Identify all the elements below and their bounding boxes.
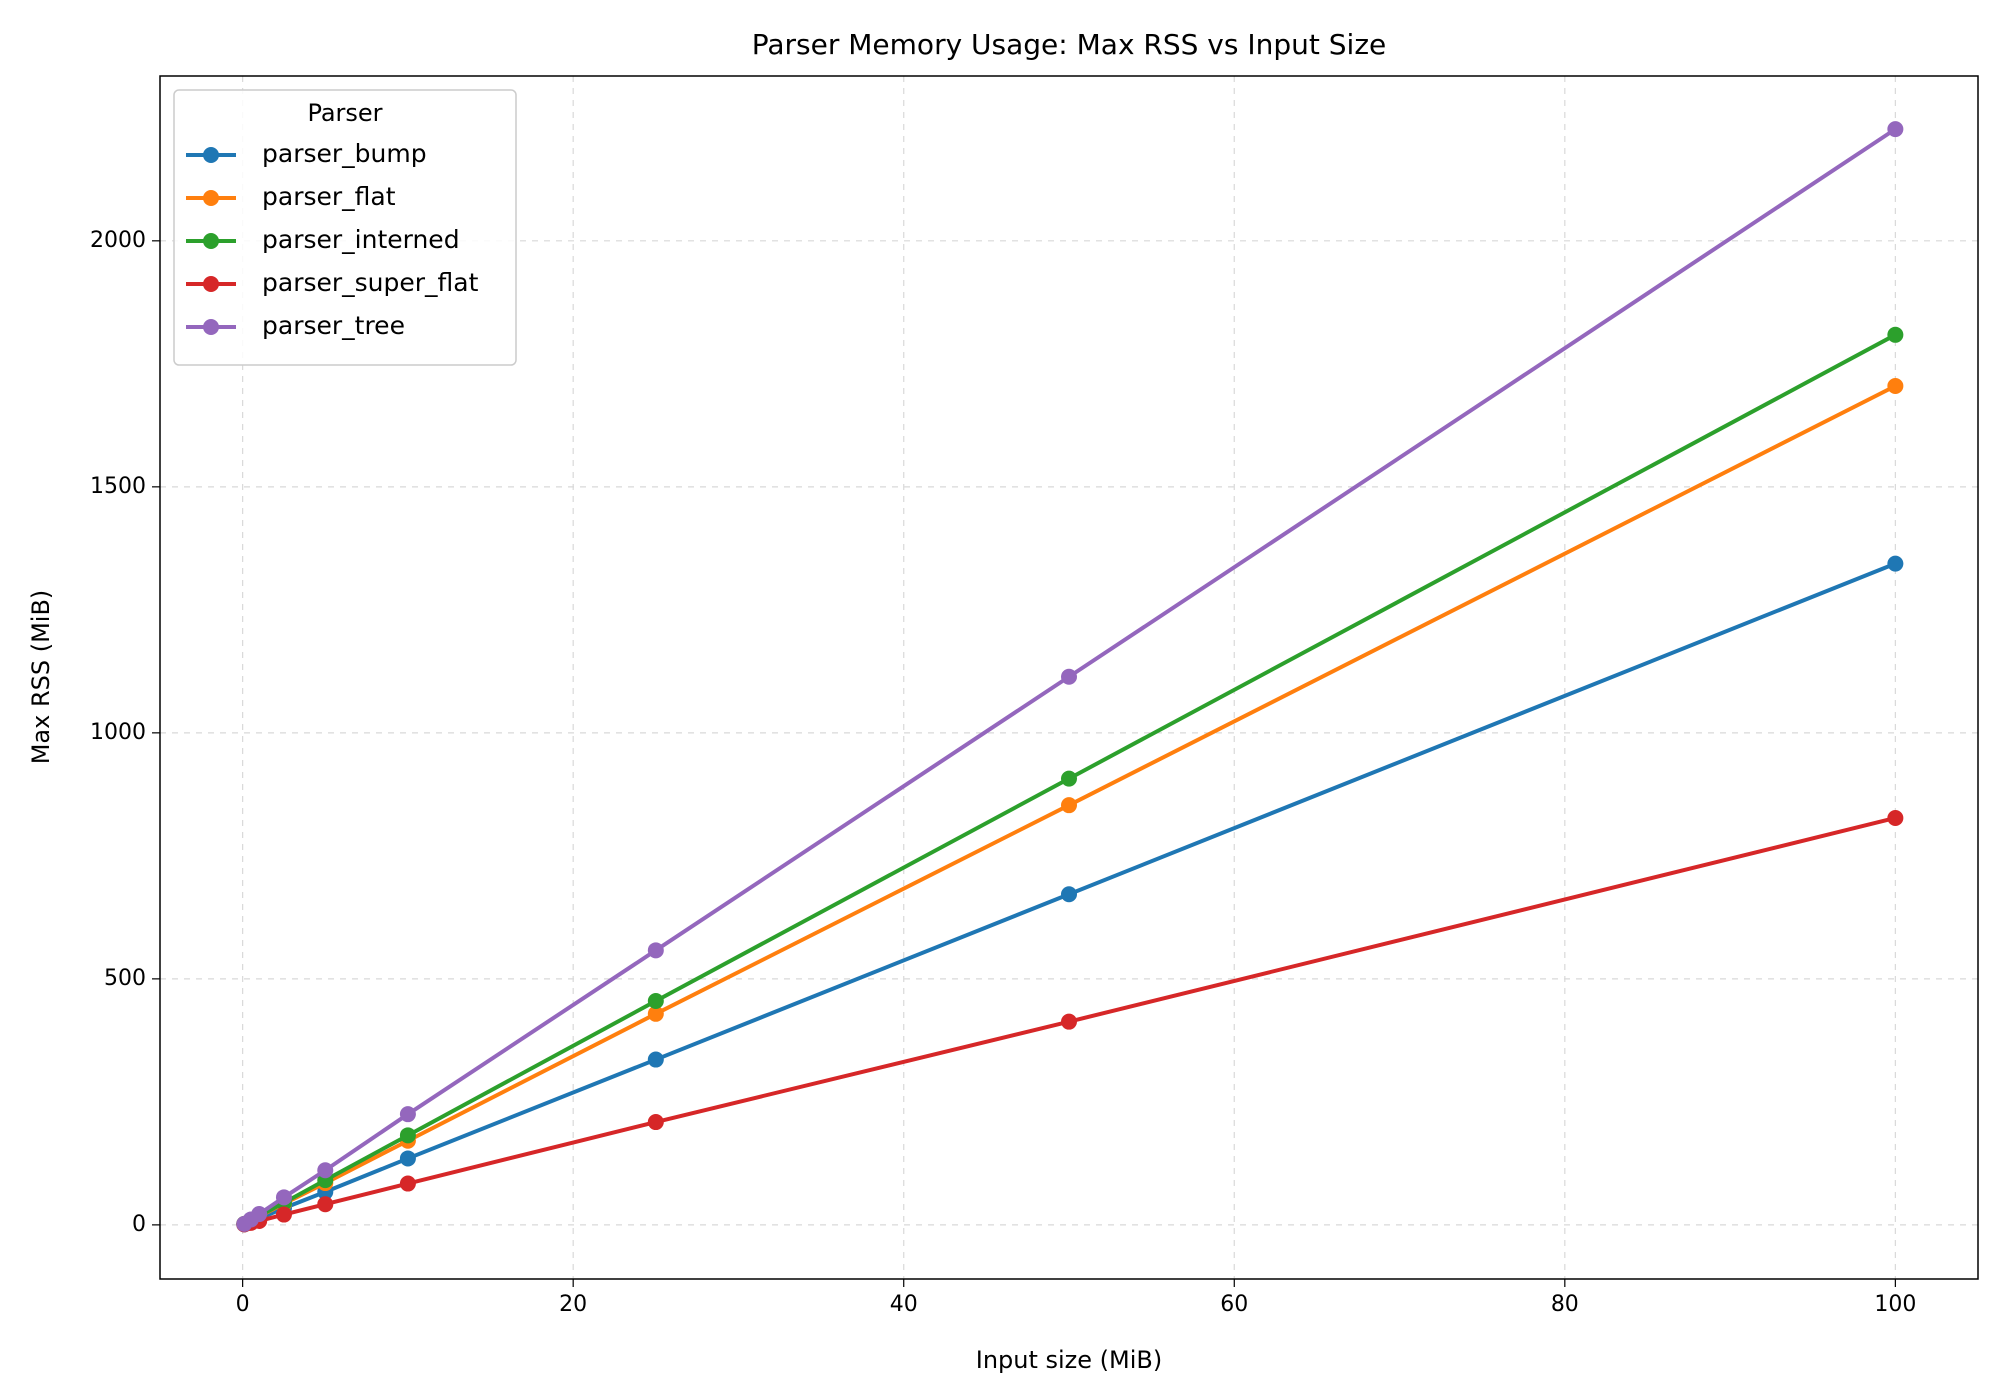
legend-box <box>173 89 517 366</box>
data-point <box>317 1162 334 1179</box>
data-point <box>1887 809 1904 826</box>
data-point <box>399 1150 416 1167</box>
y-tick-label: 0 <box>132 1212 146 1237</box>
data-point <box>399 1175 416 1192</box>
x-tick-label: 80 <box>1551 1292 1579 1317</box>
legend-label: parser_super_flat <box>262 268 479 297</box>
data-point <box>647 1114 664 1131</box>
legend-marker <box>203 190 219 206</box>
data-point <box>275 1189 292 1206</box>
data-point <box>1887 555 1904 572</box>
legend-label: parser_interned <box>262 225 460 254</box>
legend-label: parser_flat <box>262 182 396 211</box>
x-tick-label: 0 <box>236 1292 250 1317</box>
data-point <box>251 1206 268 1223</box>
data-point <box>647 942 664 959</box>
legend-marker <box>203 147 219 163</box>
data-point <box>1061 668 1077 685</box>
data-point <box>647 993 664 1010</box>
data-point <box>1887 121 1904 138</box>
y-tick-label: 500 <box>104 966 146 991</box>
y-tick-label: 1500 <box>90 474 146 499</box>
x-tick-label: 40 <box>890 1292 918 1317</box>
legend-marker <box>203 276 219 292</box>
data-point <box>1887 326 1904 343</box>
y-tick-label: 2000 <box>90 228 146 253</box>
y-tick-label: 1000 <box>90 720 146 745</box>
legend-marker <box>203 319 219 335</box>
data-point <box>275 1206 292 1223</box>
x-tick-label: 60 <box>1220 1292 1248 1317</box>
legend-marker <box>203 233 219 249</box>
data-point <box>317 1196 334 1213</box>
legend-title: Parser <box>307 99 382 127</box>
data-point <box>647 1005 664 1022</box>
y-axis-label: Max RSS (MiB) <box>27 590 55 765</box>
data-point <box>1061 886 1077 903</box>
plot-frame <box>159 75 1979 1280</box>
x-axis-label: Input size (MiB) <box>976 1346 1163 1374</box>
data-point <box>1887 377 1904 394</box>
x-tick-label: 100 <box>1874 1292 1916 1317</box>
x-tick-label: 20 <box>559 1292 587 1317</box>
legend-label: parser_bump <box>262 139 427 168</box>
data-point <box>1061 770 1077 787</box>
data-point <box>1061 1013 1077 1030</box>
legend-label: parser_tree <box>262 311 405 340</box>
data-point <box>1061 797 1077 814</box>
data-point <box>647 1051 664 1068</box>
data-point <box>399 1106 416 1123</box>
data-point <box>399 1127 416 1144</box>
chart-title: Parser Memory Usage: Max RSS vs Input Si… <box>752 28 1387 61</box>
